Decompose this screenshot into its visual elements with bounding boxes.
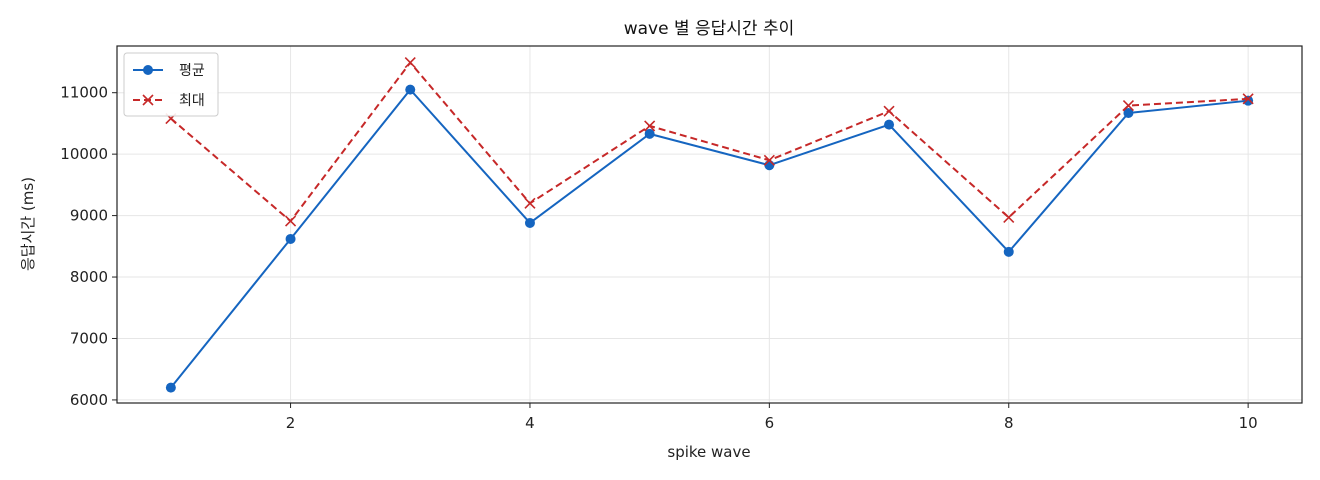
y-axis: 6000 7000 8000 9000 10000 11000 xyxy=(60,84,117,409)
legend-label: 평균 xyxy=(179,63,205,79)
x-tick-label: 8 xyxy=(1004,414,1014,432)
y-tick-label: 8000 xyxy=(70,268,108,286)
data-point xyxy=(405,84,416,95)
chart-title: wave 별 응답시간 추이 xyxy=(624,19,795,39)
series-line-2 xyxy=(170,61,1249,223)
data-point xyxy=(644,120,656,132)
data-point xyxy=(1003,211,1015,223)
data-point xyxy=(1243,95,1254,106)
x-marker-stroke xyxy=(524,197,536,209)
x-marker-stroke xyxy=(404,57,416,69)
x-marker-stroke xyxy=(763,154,775,166)
legend-marker xyxy=(143,65,153,75)
x-marker-stroke xyxy=(142,94,154,106)
data-point xyxy=(404,57,416,69)
x-tick-label: 2 xyxy=(286,414,296,432)
x-marker-stroke xyxy=(284,215,297,227)
x-marker-stroke xyxy=(883,105,895,117)
data-point xyxy=(1003,246,1014,257)
plot-frame xyxy=(116,45,1303,404)
data-point xyxy=(1242,93,1254,105)
series-line-1 xyxy=(170,88,1249,389)
x-tick-label: 10 xyxy=(1239,414,1258,432)
x-axis-title: spike wave xyxy=(667,443,750,461)
y-tick-label: 6000 xyxy=(70,391,108,409)
series-layer xyxy=(165,57,1254,393)
x-tick-label: 6 xyxy=(765,414,775,432)
data-point xyxy=(285,233,296,244)
data-point xyxy=(1123,107,1134,118)
data-point xyxy=(1122,100,1135,112)
x-tick-label: 4 xyxy=(525,414,535,432)
y-tick-label: 11000 xyxy=(60,84,108,102)
legend-marker xyxy=(142,94,154,106)
data-point xyxy=(644,128,655,139)
grid-lines xyxy=(117,46,1302,403)
y-tick-label: 7000 xyxy=(70,329,108,347)
legend-label: 최대 xyxy=(179,93,205,109)
data-point xyxy=(524,197,536,209)
y-tick-label: 9000 xyxy=(70,207,108,225)
x-marker-stroke xyxy=(1122,100,1135,112)
y-axis-title: 응답시간 (ms) xyxy=(19,177,37,271)
data-point xyxy=(524,217,535,228)
x-marker-stroke xyxy=(1242,93,1254,105)
x-marker-stroke xyxy=(1003,211,1015,223)
x-marker-stroke xyxy=(644,120,656,132)
x-axis: 2 4 6 8 10 xyxy=(286,403,1258,432)
data-point xyxy=(763,154,775,166)
data-point xyxy=(764,160,775,171)
data-point xyxy=(883,105,895,117)
data-point xyxy=(165,382,176,393)
y-tick-label: 10000 xyxy=(60,145,108,163)
data-point xyxy=(884,119,895,130)
data-point xyxy=(284,215,297,227)
